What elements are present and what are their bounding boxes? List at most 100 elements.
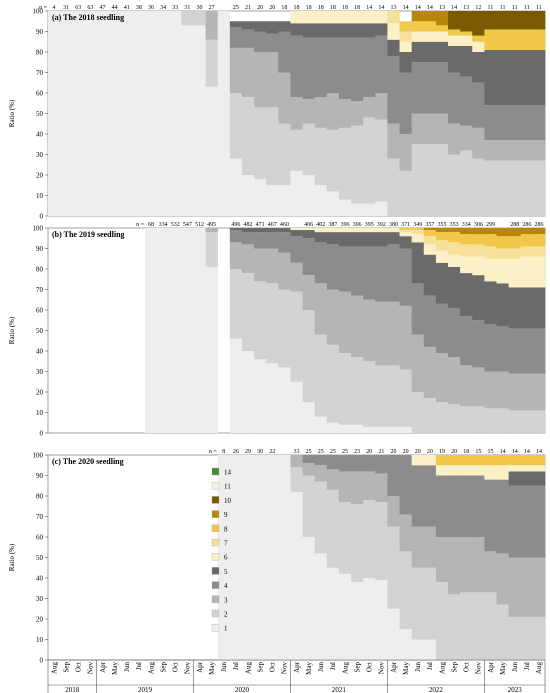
- bar-segment-4: [472, 82, 485, 128]
- n-label: 13: [390, 5, 396, 11]
- legend-swatch-3: [211, 595, 220, 603]
- bar-segment-2: [399, 170, 412, 216]
- bar-segment-3: [387, 496, 400, 527]
- bar-segment-6: [314, 228, 328, 233]
- bar-segment-3: [290, 455, 303, 468]
- bar-segment-4: [423, 465, 437, 527]
- bar-segment-8: [472, 234, 485, 245]
- y-tick-label: 0: [40, 429, 44, 437]
- y-tick-label: 100: [33, 224, 44, 232]
- n-label: 18: [318, 5, 324, 11]
- y-tick-label: 70: [36, 69, 44, 77]
- legend-swatch-5: [211, 567, 220, 575]
- bar-segment-5: [266, 21, 279, 34]
- month-label: Jun: [317, 662, 325, 672]
- legend-label: 6: [224, 554, 228, 562]
- y-tick-label: 40: [36, 574, 44, 582]
- bar-segment-6: [351, 228, 364, 233]
- bar-segment-2: [520, 160, 534, 216]
- bar-segment-7: [387, 11, 400, 24]
- y-tick-label: 30: [36, 595, 44, 603]
- bar-segment-10: [484, 11, 497, 30]
- month-label: Apr: [99, 661, 107, 673]
- bar-segment-8: [496, 236, 509, 249]
- bar-segment-5: [363, 232, 376, 247]
- bar-segment-1: [387, 608, 400, 660]
- bar-segment-4: [411, 283, 425, 335]
- bar-segment-1: [266, 363, 279, 433]
- bar-segment-2: [302, 310, 315, 403]
- bar-segment-8: [520, 29, 534, 50]
- n-label: 14: [366, 5, 372, 11]
- month-label: Nov: [475, 662, 483, 675]
- bar-segment-5: [496, 49, 509, 106]
- bar-segment-1: [363, 578, 376, 660]
- bar-segment-1: [363, 203, 376, 216]
- bar-segment-4: [435, 475, 449, 537]
- x-axis: Aug Sep Oct Nov Apr May Jun Jul Aug Sep Oct Nov Apr M…: [47, 659, 546, 693]
- year-label: 2023: [508, 686, 523, 693]
- n-label: 406: [304, 222, 313, 228]
- bar-segment-4: [472, 475, 485, 537]
- bar-segment-9: [472, 228, 485, 235]
- legend-label: 2: [224, 611, 228, 619]
- bar-segment-4: [338, 246, 352, 292]
- bar-segment-3: [363, 97, 376, 118]
- bar-segment-2: [508, 160, 522, 216]
- panel-title: (b) The 2019 seedling: [52, 230, 125, 239]
- bar-segment-2: [290, 467, 303, 492]
- bar-segment-6: [423, 455, 437, 466]
- n-label: 496: [231, 222, 240, 228]
- n-label: 387: [328, 222, 337, 228]
- bar-segment-9: [484, 228, 497, 235]
- y-tick-label: 80: [36, 265, 44, 273]
- n-label: 512: [195, 222, 204, 228]
- bar-segment-5: [254, 21, 267, 32]
- month-label: Jun: [511, 662, 519, 672]
- month-label: Aug: [244, 662, 252, 675]
- bar-segment-7: [411, 230, 425, 235]
- bar-segment-4: [266, 33, 279, 52]
- bar-segment-1: [169, 228, 182, 433]
- n-label: 11: [488, 5, 494, 11]
- bar-segment-2: [472, 592, 485, 660]
- bar-segment-8: [472, 455, 485, 466]
- bar-segment-4: [399, 248, 412, 306]
- bar-segment-1: [205, 86, 219, 216]
- y-tick-label: 90: [36, 472, 44, 480]
- month-label: Jun: [220, 662, 228, 672]
- bar-segment-5: [508, 287, 522, 329]
- bar-segment-1: [193, 25, 206, 216]
- bar-segment-9: [508, 228, 522, 237]
- bar-segment-6: [338, 11, 352, 24]
- bar-segment-3: [532, 373, 546, 411]
- bar-segment-3: [241, 244, 255, 274]
- month-label: Apr: [390, 661, 398, 673]
- bar-segment-4: [460, 76, 473, 126]
- bar-segment-1: [351, 424, 364, 433]
- bar-segment-6: [496, 465, 509, 480]
- bar-segment-2: [520, 616, 534, 660]
- bar-segment-3: [302, 99, 315, 124]
- bar-segment-5: [496, 283, 509, 327]
- n-label: 20: [451, 449, 457, 455]
- n-label: 14: [415, 5, 421, 11]
- bar-segment-3: [351, 101, 364, 126]
- bar-segment-6: [302, 228, 315, 231]
- n-label: 482: [244, 222, 253, 228]
- n-label: 306: [474, 222, 483, 228]
- bar-segment-6: [532, 465, 546, 472]
- legend-label: 5: [224, 568, 228, 576]
- bar-segment-3: [484, 371, 497, 409]
- bar-segment-1: [387, 426, 400, 433]
- bar-segment-2: [375, 502, 388, 581]
- bar-segment-6: [375, 11, 388, 24]
- legend-label: 7: [224, 540, 228, 548]
- legend-swatch-11: [211, 482, 220, 490]
- y-tick-label: 0: [40, 212, 44, 220]
- n-label: 15: [475, 449, 481, 455]
- bar-segment-4: [484, 105, 497, 141]
- bar-segment-1: [290, 170, 303, 216]
